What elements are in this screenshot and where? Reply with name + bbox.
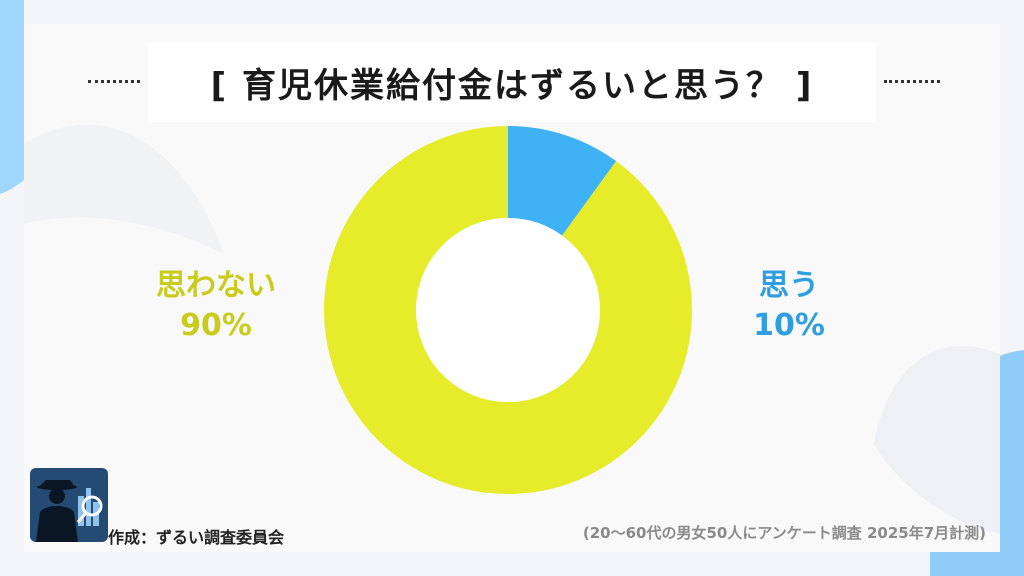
chart-title: [ 育児休業給付金はずるいと思う？ ]: [210, 65, 814, 106]
yes-category-label: 思う: [759, 268, 819, 303]
donut-slice-no: [323, 126, 692, 495]
title-box: [ 育児休業給付金はずるいと思う？ ]: [148, 42, 876, 122]
title-dotted-line-left: [88, 80, 140, 83]
survey-note: (20～60代の男女50人にアンケート調査 2025年7月計測): [582, 524, 986, 542]
title-dotted-line-right: [884, 80, 940, 83]
card-soft-waves: [24, 124, 1000, 534]
no-category-label: 思わない: [156, 268, 276, 303]
no-label: 思わない 90%: [136, 266, 296, 346]
bottom-right-blue-shape: [930, 350, 1024, 576]
yes-percent-label: 10%: [753, 308, 825, 343]
donut-slice-yes: [508, 126, 617, 236]
top-left-blue-shape: [0, 0, 24, 194]
no-percent-label: 90%: [180, 308, 252, 343]
detective-logo-icon: [30, 468, 108, 542]
yes-label: 思う 10%: [734, 266, 844, 346]
creator-credit: 作成：ずるい調査委員会: [108, 528, 285, 547]
donut-hole: [416, 218, 600, 402]
